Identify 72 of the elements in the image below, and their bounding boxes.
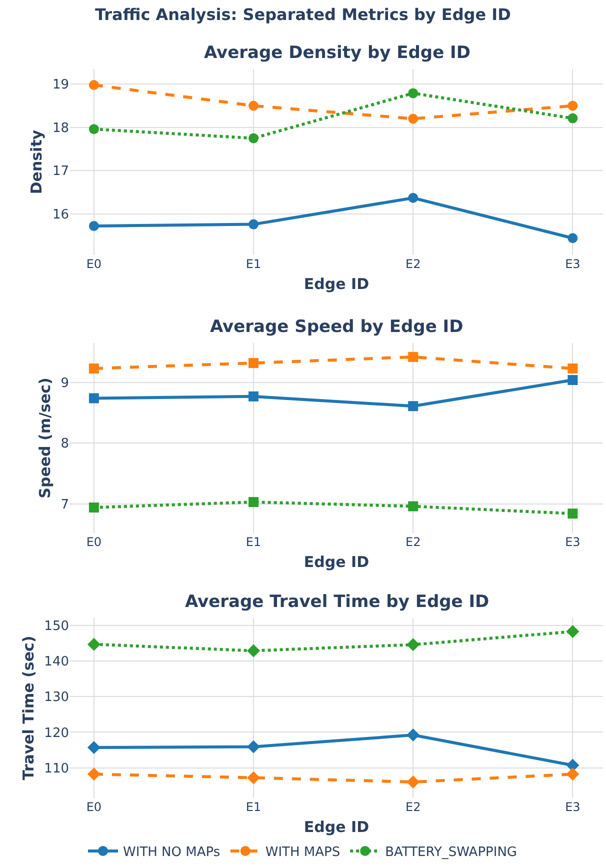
x-tick-label: E1 [246, 535, 262, 549]
point [408, 88, 418, 98]
point [88, 393, 99, 404]
x-tick-label: E3 [565, 800, 580, 814]
point [568, 100, 578, 111]
point [568, 364, 578, 374]
point [408, 501, 418, 512]
point [248, 358, 259, 368]
point [566, 768, 580, 781]
point [87, 638, 100, 651]
point [406, 638, 420, 652]
chart-title: Traffic Analysis: Separated Metrics by Edge ID [95, 5, 511, 24]
point [247, 644, 260, 658]
point [88, 124, 99, 134]
y-tick-label: 110 [44, 761, 69, 776]
x-tick-label: E2 [405, 800, 421, 814]
point [88, 221, 99, 232]
y-tick-label: 150 [44, 619, 69, 634]
y-axis-title: Travel Time (sec) [19, 636, 38, 780]
x-tick-label: E2 [405, 257, 421, 271]
point [88, 364, 99, 374]
point [408, 114, 418, 124]
legend-label: WITH MAPS [265, 845, 340, 860]
point [408, 192, 418, 203]
point [248, 391, 259, 402]
x-tick-label: E2 [405, 535, 421, 549]
y-tick-label: 17 [52, 164, 69, 180]
point [408, 401, 418, 412]
point [87, 768, 100, 781]
chart-subtitle: Average Density by Edge ID [204, 43, 470, 63]
legend-label: BATTERY_SWAPPING [385, 845, 518, 860]
y-axis-title: Speed (m/sec) [36, 378, 54, 498]
point [568, 375, 578, 386]
chart-title: Average Travel Time by Edge ID [185, 592, 490, 612]
y-tick-label: 18 [52, 120, 69, 136]
chart-title: Average Speed by Edge ID [210, 317, 464, 337]
x-axis-title: Edge ID [304, 553, 370, 571]
point [568, 113, 578, 124]
point [568, 233, 578, 244]
point [248, 133, 259, 144]
point [247, 771, 260, 784]
y-tick-label: 16 [52, 207, 69, 222]
point [406, 775, 420, 788]
y-tick-label: 9 [60, 376, 69, 392]
y-tick-label: 130 [44, 690, 69, 706]
x-tick-label: E0 [86, 535, 102, 549]
point [566, 625, 580, 638]
x-tick-label: E0 [86, 800, 102, 814]
point [248, 100, 259, 111]
x-tick-label: E1 [246, 800, 262, 814]
point [88, 502, 99, 512]
y-tick-label: 120 [44, 726, 69, 741]
legend-label: WITH NO MAPs [123, 845, 220, 860]
x-axis-title: Edge ID [304, 818, 370, 836]
x-tick-label: E3 [565, 535, 580, 549]
point [87, 740, 100, 754]
point [406, 728, 420, 742]
y-tick-label: 7 [60, 497, 69, 512]
y-axis-title: Density [28, 130, 46, 194]
point [568, 508, 578, 519]
y-tick-label: 140 [44, 654, 69, 670]
point [408, 352, 418, 362]
x-axis-title: Edge ID [304, 275, 370, 293]
point [248, 497, 259, 508]
point [88, 80, 99, 90]
x-tick-label: E1 [246, 257, 262, 271]
x-tick-label: E0 [86, 257, 102, 271]
point [247, 740, 260, 754]
x-tick-label: E3 [565, 257, 580, 271]
y-tick-label: 19 [52, 78, 69, 93]
point [248, 219, 259, 230]
y-tick-label: 8 [60, 436, 69, 452]
